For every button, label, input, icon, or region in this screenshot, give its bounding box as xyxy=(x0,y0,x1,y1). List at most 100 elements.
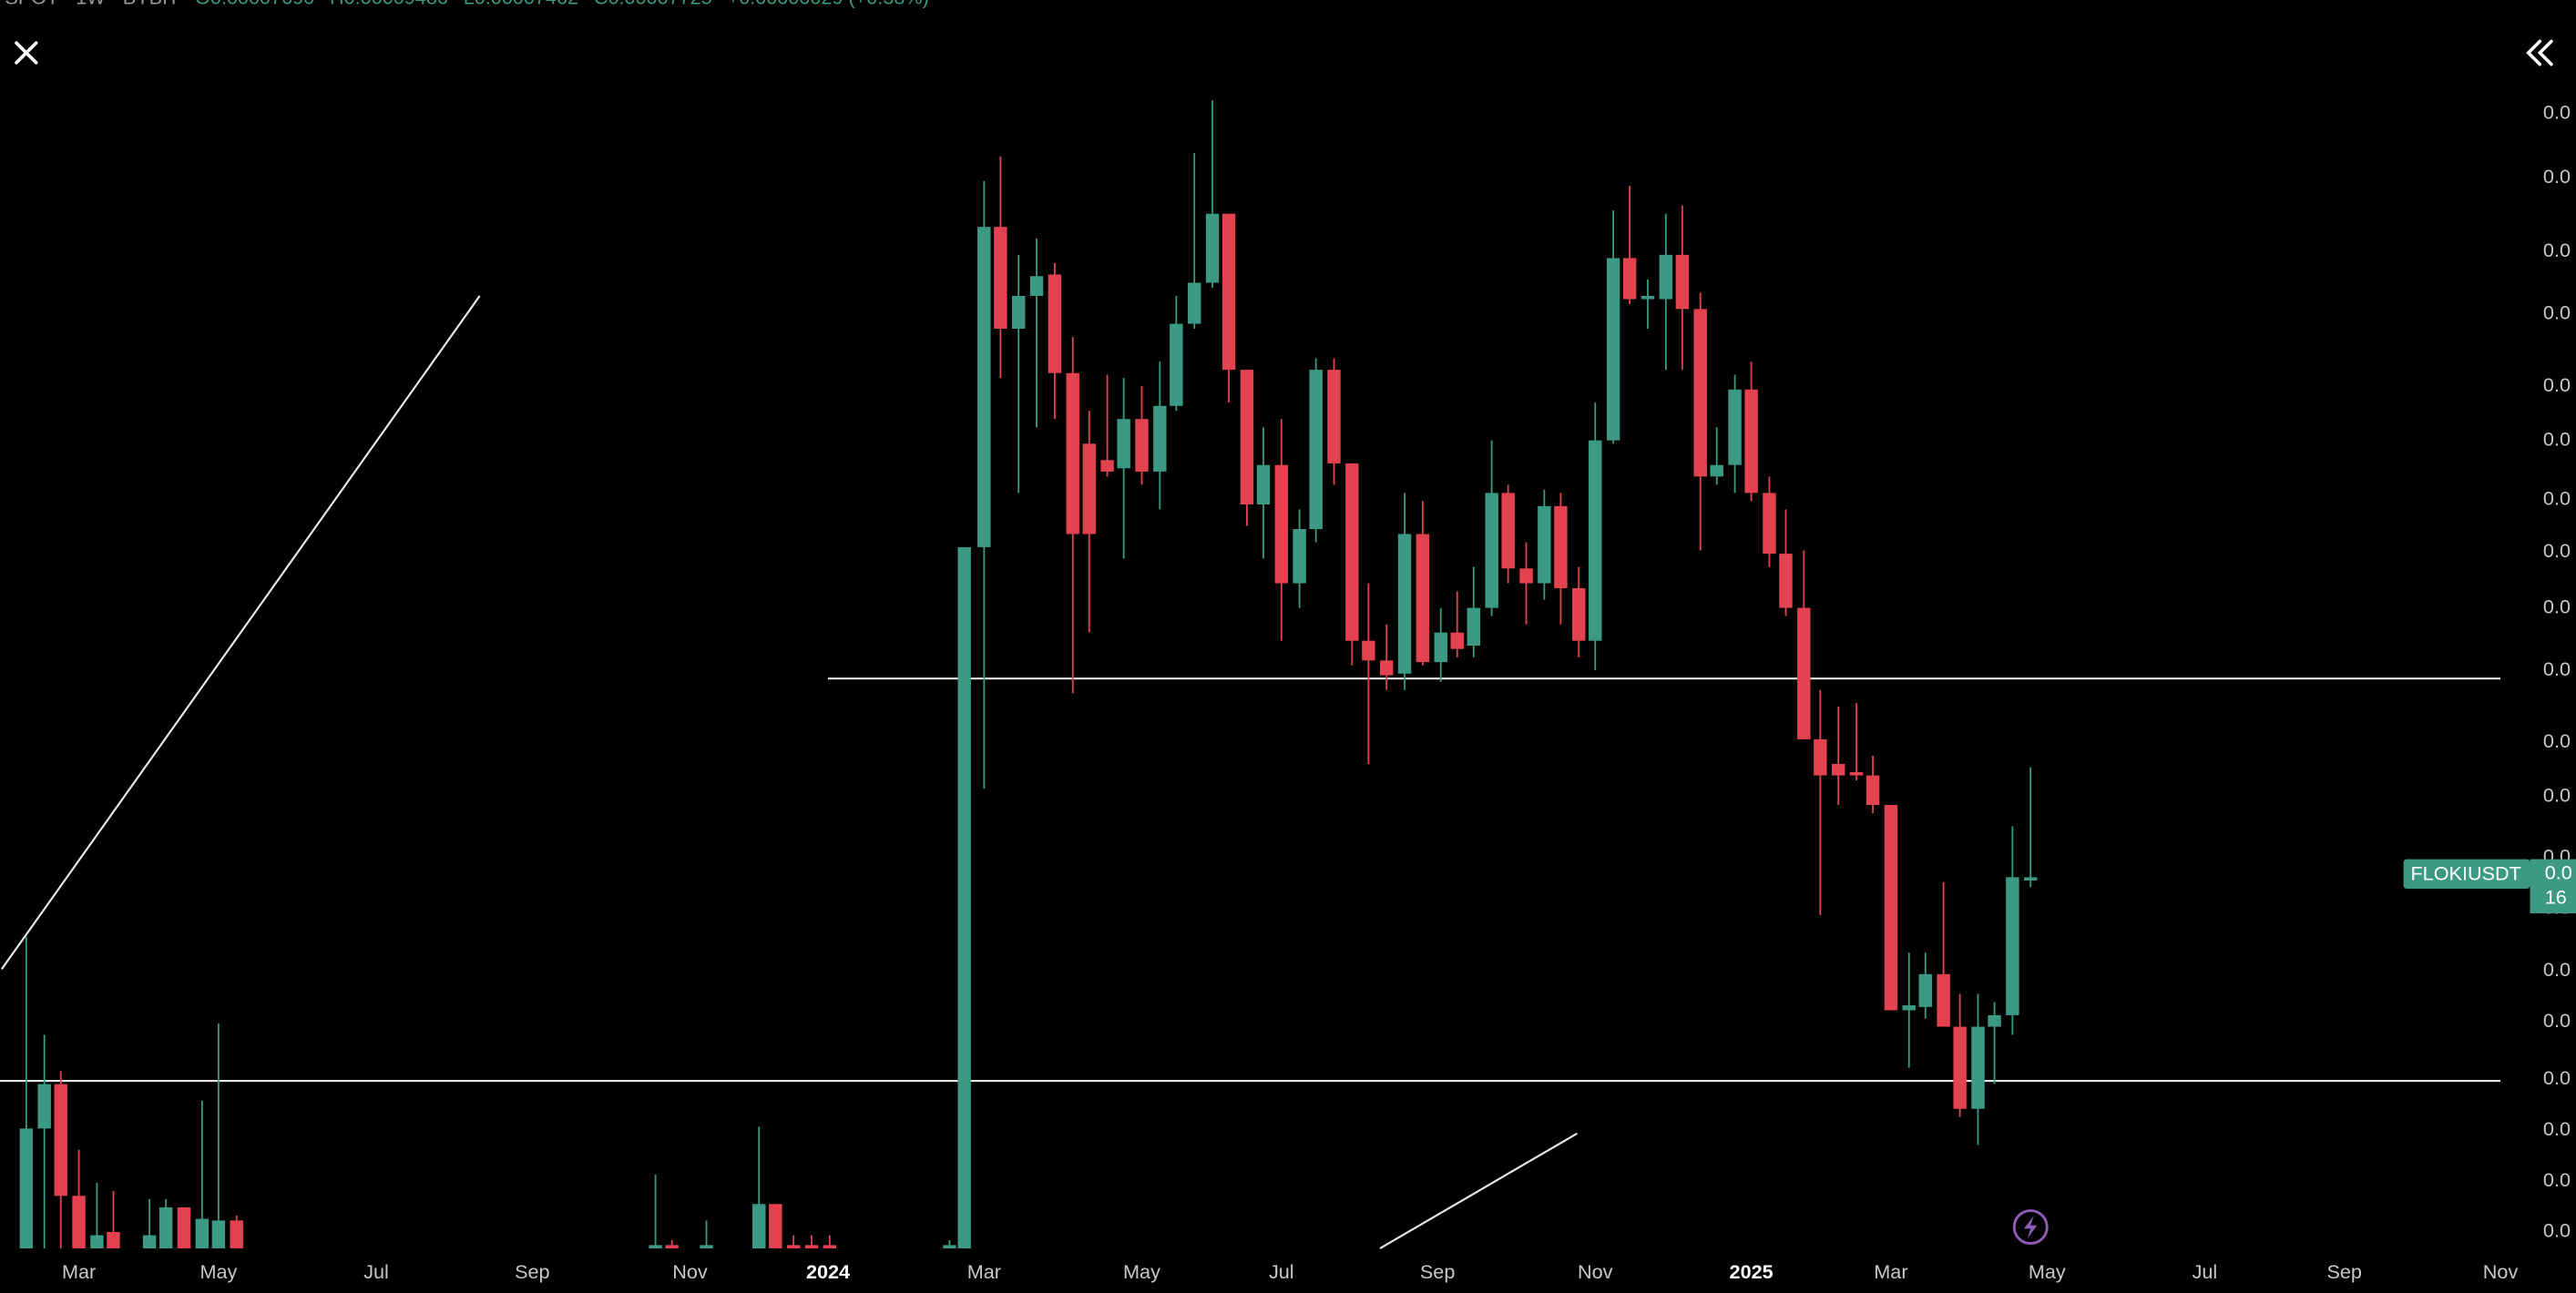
candle-body xyxy=(665,1245,679,1249)
candle-body xyxy=(1066,372,1079,535)
candle-body xyxy=(1222,213,1236,371)
candle-body xyxy=(19,1128,34,1249)
candle-body xyxy=(1744,389,1758,494)
candle-body xyxy=(823,1245,837,1249)
time-label: Mar xyxy=(967,1260,1001,1283)
close: C0.00007725 xyxy=(594,0,712,8)
candle-body xyxy=(1187,282,1201,324)
candle-body xyxy=(1659,254,1673,300)
candle-body xyxy=(1345,463,1359,641)
candle-body xyxy=(1048,274,1062,373)
candle-body xyxy=(1467,607,1481,646)
collapse-button[interactable] xyxy=(2526,39,2553,66)
time-label: Nov xyxy=(1578,1260,1613,1283)
close-button[interactable] xyxy=(15,41,38,65)
time-label: Jul xyxy=(363,1260,389,1283)
lightning-circle xyxy=(2012,1209,2049,1246)
candle-body xyxy=(1849,771,1864,776)
candle-body xyxy=(1918,973,1932,1007)
price-label: 0.0 xyxy=(2543,239,2571,261)
candle-body xyxy=(1953,1026,1967,1109)
price-label: 0.0 xyxy=(2543,784,2571,807)
candle-body xyxy=(752,1204,766,1249)
price-label: 0.0 xyxy=(2543,373,2571,396)
open: O0.00007690 xyxy=(195,0,314,8)
candle-body xyxy=(1622,258,1637,300)
candle-body xyxy=(943,1245,956,1249)
candle-body xyxy=(1797,607,1811,739)
candle-body xyxy=(1779,554,1793,608)
low: L0.00007462 xyxy=(464,0,578,8)
price-label: 0.0 xyxy=(2543,539,2571,562)
candle-body xyxy=(1538,505,1551,584)
time-axis: Mar May Jul Sep Nov 2024 Mar May Jul Sep Nov 2025 Ma… xyxy=(0,1255,2576,1293)
price-badge-price: 0.0 xyxy=(2545,861,2572,884)
candle-body xyxy=(1397,534,1412,674)
chevron xyxy=(2526,39,2542,66)
candle-body xyxy=(1693,309,1707,477)
candle-body xyxy=(1606,258,1620,441)
lightning-button[interactable] xyxy=(2012,1209,2049,1246)
trend-line[interactable] xyxy=(0,295,481,971)
candle-body xyxy=(1135,419,1149,472)
time-label: May xyxy=(2029,1260,2066,1283)
time-label: Mar xyxy=(1874,1260,1907,1283)
candle-body xyxy=(107,1231,120,1249)
candle-body xyxy=(1240,370,1254,504)
candle-body xyxy=(977,227,991,547)
candle-body xyxy=(1675,254,1690,310)
candle-body xyxy=(769,1204,782,1249)
candle-body xyxy=(1884,805,1898,1011)
candle-body xyxy=(1362,640,1375,661)
candle-body xyxy=(1100,460,1114,472)
candle-body xyxy=(994,227,1007,330)
candle-body xyxy=(957,546,971,1249)
price-label: 0.0 xyxy=(2543,1168,2571,1191)
candle-body xyxy=(786,1245,801,1249)
candle-body xyxy=(1205,213,1220,283)
candle-body xyxy=(1485,493,1498,608)
symbol-badge-text: FLOKIUSDT xyxy=(2410,861,2520,884)
candle-body xyxy=(1380,660,1394,676)
price-badge xyxy=(2530,859,2576,914)
lightning-icon xyxy=(2024,1215,2038,1239)
price-badge-countdown: 16 xyxy=(2545,886,2567,909)
close-icon xyxy=(15,41,38,65)
candle-body xyxy=(2024,877,2038,881)
candle-body xyxy=(1572,587,1586,641)
candle-body xyxy=(1641,295,1655,300)
time-axis-band xyxy=(0,1255,2576,1293)
price-label: 0.0 xyxy=(2543,729,2571,752)
symbol-info: SPOT · 1W · BYBIT xyxy=(5,0,179,8)
candle-body xyxy=(72,1196,86,1249)
time-label: May xyxy=(199,1260,237,1283)
candle-body xyxy=(1434,632,1447,663)
candles xyxy=(19,100,2038,1249)
price-label: 0.0 xyxy=(2543,486,2571,509)
header-line: SPOT · 1W · BYBIT O0.00007690 H0.0000948… xyxy=(5,0,928,8)
time-label: Sep xyxy=(2326,1260,2361,1283)
candle-body xyxy=(177,1206,191,1249)
candle-body xyxy=(1814,738,1827,776)
time-label: Jul xyxy=(2193,1260,2218,1283)
candle-body xyxy=(2006,877,2019,1015)
price-label: 0.0 xyxy=(2543,427,2571,450)
candle-body xyxy=(1501,493,1515,569)
candle-body xyxy=(37,1084,51,1129)
candle-body xyxy=(1988,1014,2001,1027)
price-label: 0.0 xyxy=(2543,657,2571,680)
price-label: 0.0 xyxy=(2543,1117,2571,1140)
candle-body xyxy=(1293,529,1306,584)
trend-line[interactable] xyxy=(1379,1132,1578,1249)
candle-body xyxy=(1170,323,1183,406)
candle-body xyxy=(158,1206,173,1249)
candle-body xyxy=(1117,419,1130,469)
candle-body xyxy=(1710,464,1723,477)
candle-body xyxy=(1029,276,1044,296)
candle-body xyxy=(1153,405,1167,472)
candle-body xyxy=(195,1218,210,1249)
candle-body xyxy=(1971,1026,1985,1109)
candle-body xyxy=(1589,440,1602,641)
